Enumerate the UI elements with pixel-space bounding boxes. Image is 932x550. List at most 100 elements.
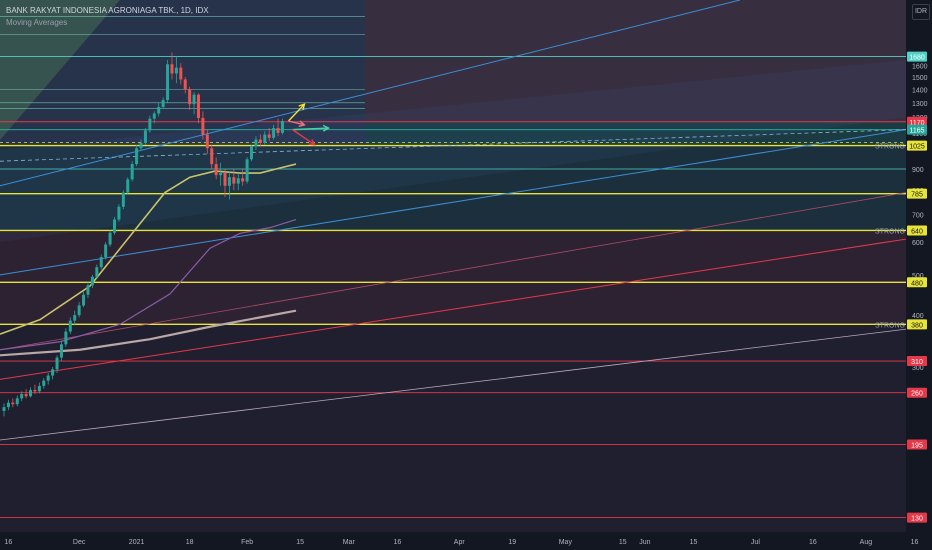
candle-body-46[interactable] (205, 134, 209, 149)
candle-body-59[interactable] (263, 134, 267, 143)
time-axis[interactable]: 16 Dec 2021 18 Feb 15 Mar 16 Apr 19 May 15 Jun 15 Jul 1… (0, 532, 932, 550)
candle-body-6[interactable] (29, 389, 33, 397)
candle-body-43[interactable] (192, 94, 196, 105)
price-axis[interactable]: 1600150014001300120011009008007006005004… (906, 0, 932, 550)
candle-body-15[interactable] (68, 320, 72, 332)
support-zone-3 (0, 324, 906, 532)
price-tag-bg-785[interactable] (907, 188, 927, 199)
price-tag-1025[interactable]: 1025 (909, 144, 925, 151)
candle-body-28[interactable] (126, 179, 130, 193)
price-tag-380[interactable]: 380 (911, 322, 923, 329)
price-tag-260[interactable]: 260 (911, 391, 923, 398)
candlesticks[interactable] (2, 52, 284, 417)
price-tag-bg-1165[interactable] (907, 124, 927, 135)
candle-body-0[interactable] (2, 407, 6, 411)
price-tag-130[interactable]: 130 (911, 516, 923, 523)
price-tag-310[interactable]: 310 (911, 359, 923, 366)
price-tag-bg-640[interactable] (907, 225, 927, 236)
price-tag-1170[interactable]: 1170 (909, 120, 924, 127)
candle-body-9[interactable] (42, 380, 46, 386)
candle-body-21[interactable] (95, 267, 99, 277)
candle-body-18[interactable] (82, 294, 86, 306)
price-tag-640[interactable]: 640 (911, 228, 923, 235)
candle-body-11[interactable] (51, 369, 55, 376)
candle-body-24[interactable] (108, 232, 112, 245)
price-tag-bg-195[interactable] (907, 439, 927, 450)
candle-body-3[interactable] (15, 398, 19, 405)
time-tick-16: Aug (860, 539, 873, 546)
candle-body-40[interactable] (179, 67, 183, 80)
candle-body-27[interactable] (121, 192, 125, 207)
candle-body-60[interactable] (267, 134, 271, 138)
candle-body-38[interactable] (170, 64, 174, 74)
candle-body-41[interactable] (183, 79, 187, 90)
candle-body-34[interactable] (152, 113, 156, 119)
candle-body-37[interactable] (166, 64, 170, 101)
candle-body-52[interactable] (232, 177, 236, 184)
candle-body-25[interactable] (113, 219, 116, 233)
candle-body-13[interactable] (59, 344, 63, 358)
candle-body-2[interactable] (11, 402, 15, 405)
price-tag-bg-130[interactable] (907, 512, 927, 523)
candle-body-49[interactable] (219, 173, 223, 176)
candle-body-19[interactable] (86, 285, 90, 295)
candle-body-30[interactable] (135, 148, 139, 165)
candle-body-51[interactable] (227, 177, 231, 186)
indicator-label[interactable]: Moving Averages (6, 18, 68, 27)
price-tag-bg-1025[interactable] (907, 140, 927, 151)
price-tag-bg-1170[interactable] (907, 116, 927, 127)
price-tag-bg-310[interactable] (907, 356, 927, 367)
candle-body-61[interactable] (272, 128, 276, 138)
candle-body-55[interactable] (245, 159, 249, 182)
candle-body-53[interactable] (236, 178, 240, 184)
candle-body-45[interactable] (201, 117, 205, 135)
candle-body-17[interactable] (77, 305, 81, 316)
candle-body-23[interactable] (104, 244, 108, 258)
candle-body-20[interactable] (90, 276, 94, 286)
candle-body-29[interactable] (130, 164, 134, 180)
price-tag-1165[interactable]: 1165 (909, 128, 924, 135)
price-tag-480[interactable]: 480 (911, 280, 923, 287)
candle-body-47[interactable] (210, 148, 214, 165)
price-tag-bg-480[interactable] (907, 277, 927, 288)
candle-body-10[interactable] (46, 375, 50, 381)
time-tick-11: 15 (619, 539, 627, 546)
candle-body-57[interactable] (254, 139, 258, 147)
candle-body-58[interactable] (258, 139, 262, 143)
candle-body-26[interactable] (117, 206, 121, 220)
price-tag-785[interactable]: 785 (911, 192, 923, 199)
candle-body-63[interactable] (280, 120, 284, 133)
candle-body-50[interactable] (223, 173, 227, 186)
price-tag-bg-380[interactable] (907, 319, 927, 330)
candle-body-22[interactable] (99, 257, 103, 268)
candle-body-62[interactable] (276, 128, 280, 133)
candle-body-4[interactable] (20, 394, 24, 399)
price-tag-1680[interactable]: 1680 (909, 55, 925, 62)
candle-body-54[interactable] (241, 178, 245, 182)
candle-body-7[interactable] (33, 389, 37, 392)
candle-body-31[interactable] (139, 142, 143, 149)
symbol-title[interactable]: BANK RAKYAT INDONESIA AGRONIAGA TBK., 1D… (6, 6, 209, 15)
candle-body-12[interactable] (55, 357, 59, 370)
candle-body-16[interactable] (73, 315, 77, 321)
candle-body-32[interactable] (143, 130, 147, 143)
candle-body-1[interactable] (6, 402, 10, 408)
price-tag-195[interactable]: 195 (911, 443, 923, 450)
candle-body-5[interactable] (24, 394, 28, 397)
candle-body-8[interactable] (37, 385, 41, 392)
candle-body-42[interactable] (188, 89, 192, 105)
candle-body-56[interactable] (250, 146, 254, 160)
candle-body-39[interactable] (174, 67, 178, 74)
price-tag-bg-260[interactable] (907, 387, 927, 398)
currency-button[interactable]: IDR (912, 4, 930, 20)
horizontal-levels: STRONG STRONG STRONG (0, 56, 906, 519)
candle-body-14[interactable] (64, 331, 68, 345)
candle-body-33[interactable] (148, 118, 152, 131)
price-tag-bg-1680[interactable] (907, 51, 927, 62)
candle-body-44[interactable] (196, 94, 200, 118)
candle-body-36[interactable] (161, 100, 165, 107)
candle-body-35[interactable] (157, 106, 161, 114)
candle-body-48[interactable] (214, 164, 218, 176)
